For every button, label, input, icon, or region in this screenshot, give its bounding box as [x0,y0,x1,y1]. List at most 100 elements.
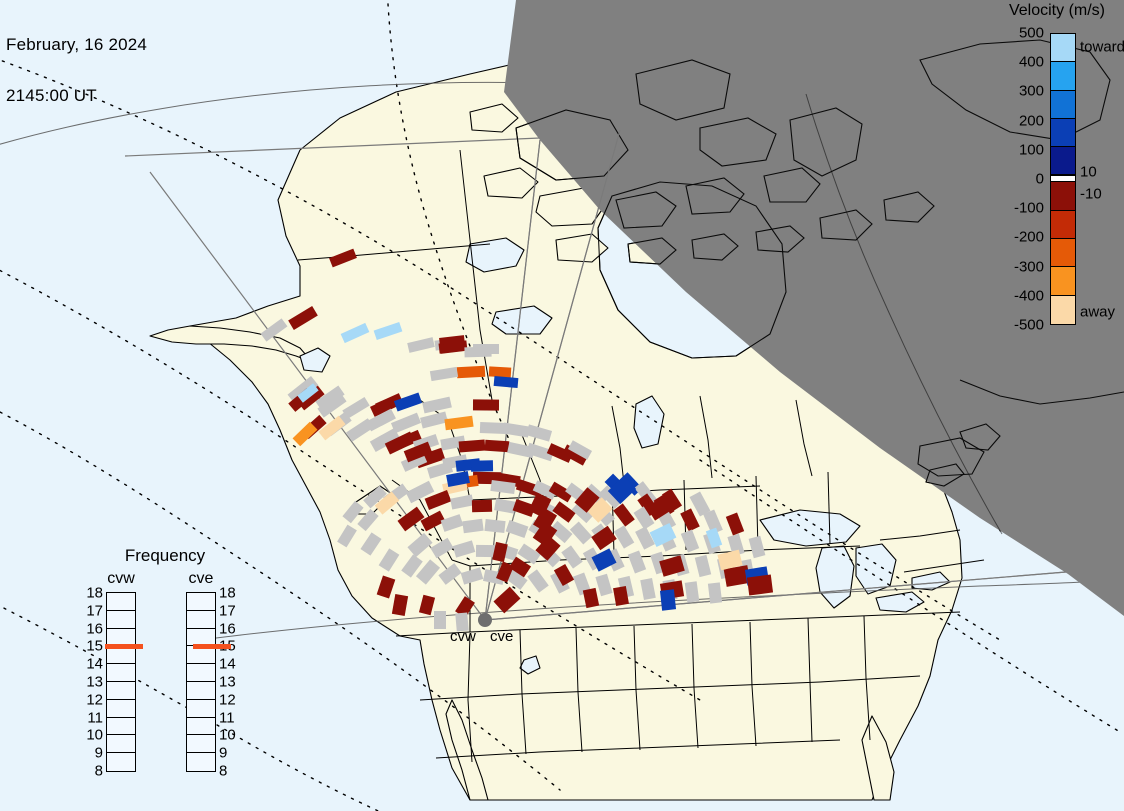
velocity-cell [440,514,464,532]
velocity-cell [582,587,600,609]
velocity-colorbar-title: Velocity (m/s) [1008,2,1105,19]
velocity-cell [725,512,745,536]
velocity-cell [552,501,576,523]
velocity-cell [424,490,452,510]
velocity-cell [374,491,400,515]
velocity-cell [434,611,446,629]
velocity-cell [527,569,549,593]
velocity-cell [635,526,655,550]
velocity-cell [553,563,575,587]
velocity-cell [507,441,535,459]
velocity-cell [574,487,600,513]
velocity-cell [378,548,400,572]
velocity-cell [484,439,510,453]
velocity-cell [488,366,512,378]
velocity-cell [393,392,423,412]
frequency-cell [187,593,215,611]
velocity-cell [287,375,319,405]
velocity-cell [415,559,441,585]
velocity-cell [496,561,514,583]
frequency-tick-cvw-11: 11 [87,709,103,727]
velocity-tick-500: 500 [1018,24,1044,42]
velocity-segment-6 [1051,182,1075,211]
velocity-tick--500: -500 [1013,316,1044,334]
velocity-cell [479,421,507,435]
frequency-marker-cve [193,644,231,650]
velocity-segment-4 [1051,147,1075,176]
velocity-cell [420,411,448,429]
velocity-cell [455,596,475,618]
velocity-tick-100: 100 [1018,141,1044,159]
velocity-cell [689,491,711,517]
velocity-tick-400: 400 [1018,53,1044,71]
velocity-away-label: away [1080,303,1116,321]
velocity-cell [318,415,346,441]
frequency-bar-cvw [106,592,136,772]
velocity-cell [429,366,459,382]
velocity-cell [640,578,656,600]
velocity-cell [532,507,558,533]
frequency-tick-cvw-15: 15 [86,637,103,655]
frequency-cell [187,646,215,665]
velocity-cell [340,322,370,344]
velocity-cell [627,550,647,574]
velocity-cell [458,439,486,453]
velocity-tick--300: -300 [1013,258,1044,276]
velocity-cell [661,488,683,512]
velocity-cell [403,441,433,463]
frequency-cell [107,700,135,718]
velocity-cell [452,540,476,558]
velocity-cell [591,525,617,551]
velocity-cell [317,392,347,418]
velocity-cell [613,503,635,527]
timestamp: February, 16 2024 2145:00 UT [6,2,147,138]
frequency-cell [187,664,215,682]
frequency-tick-cve-11: 11 [219,709,235,727]
velocity-cell [438,563,462,585]
velocity-cell [613,586,629,606]
velocity-cell [595,573,613,597]
frequency-tick-cve-8: 8 [219,762,228,780]
velocity-cell [532,480,558,500]
velocity-cell [342,500,364,524]
frequency-marker-cvw [105,644,143,650]
velocity-cell [375,393,403,413]
frequency-tick-cvw-18: 18 [86,584,103,602]
velocity-colorbar: Velocity (m/s) 500 400 300 200 100 0 -100 -200 -… [990,0,1124,340]
frequency-tick-cvw-8: 8 [94,762,103,780]
velocity-cell [493,375,519,389]
frequency-cell [107,718,135,736]
velocity-cell [426,461,454,479]
velocity-cell [646,495,674,521]
velocity-cell [548,481,574,503]
velocity-cell [607,475,637,505]
velocity-cell [439,342,465,354]
timestamp-time: 2145:00 UT [6,86,97,105]
frequency-tick-cve-18: 18 [219,584,236,602]
velocity-cell [292,421,318,447]
velocity-cell [346,418,374,442]
velocity-tick--400: -400 [1013,287,1044,305]
velocity-colorbar-strip [1050,33,1076,325]
velocity-cell [357,508,379,532]
velocity-cell [418,594,436,616]
velocity-segment-10 [1051,295,1075,324]
velocity-cell [680,508,700,532]
velocity-cell [484,518,506,534]
velocity-cell [703,509,723,535]
velocity-cell [369,427,401,453]
velocity-cell [591,548,617,572]
velocity-cell [420,510,446,532]
velocity-cell [342,396,370,420]
velocity-cell [329,248,357,268]
velocity-cell [472,343,500,355]
velocity-cell [462,518,484,534]
velocity-cell [705,527,723,549]
velocity-cell [633,506,655,530]
velocity-segment-5 [1051,175,1075,183]
frequency-cell [107,682,135,700]
velocity-cell [297,383,319,403]
frequency-cell [107,735,135,754]
velocity-cell [549,520,573,544]
